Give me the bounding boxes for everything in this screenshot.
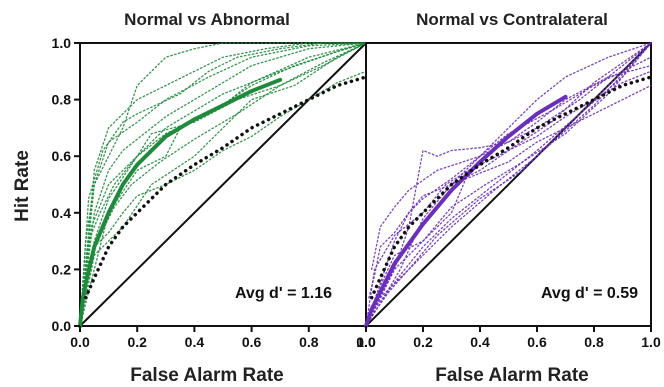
y-axis-label: Hit Rate — [12, 150, 33, 222]
chance-diagonal — [79, 42, 367, 327]
panel-normal-vs-abnormal: Normal vs Abnormal False Alarm Rate Avg … — [52, 10, 376, 386]
y-tick-label: 0.8 — [52, 92, 72, 108]
y-tick-label: 0.2 — [52, 261, 72, 277]
y-tick-label: 0.4 — [52, 205, 72, 221]
average-roc-curve — [364, 94, 568, 328]
subject-roc-curve — [365, 42, 652, 327]
subject-roc-curve — [365, 42, 652, 327]
subject-roc-curve — [365, 42, 652, 327]
subject-roc-curve — [79, 42, 367, 327]
x-axis-label: False Alarm Rate — [130, 365, 283, 386]
x-tick-label: 0.0 — [70, 334, 90, 350]
subject-roc-curve — [365, 64, 652, 327]
x-tick-label: 0.2 — [127, 334, 147, 350]
subject-roc-curve — [371, 56, 652, 271]
y-tick-label: 0.0 — [52, 318, 72, 334]
x-tick-label: 0.2 — [413, 334, 433, 350]
x-tick-label: 0.8 — [299, 334, 319, 350]
d-prime-annotation: Avg d' = 1.16 — [235, 285, 332, 302]
subject-roc-curve — [79, 42, 367, 327]
reference-roc-curve — [83, 75, 368, 300]
x-tick-label: 0.4 — [185, 334, 205, 350]
x-axis-label: False Alarm Rate — [435, 365, 588, 386]
subject-roc-curve — [79, 42, 367, 327]
x-tick-label: 1.0 — [641, 334, 661, 350]
subject-roc-curve — [79, 42, 367, 327]
x-tick-label: 0.8 — [584, 334, 604, 350]
subject-roc-curve — [79, 42, 367, 327]
subject-roc-curve — [79, 42, 367, 327]
d-prime-annotation: Avg d' = 0.59 — [541, 285, 638, 302]
x-tick-label: 0.6 — [527, 334, 547, 350]
x-tick-label: 0.6 — [242, 334, 262, 350]
y-tick-label: 1.0 — [52, 35, 72, 51]
plot-frame — [365, 42, 652, 327]
x-tick-label: 0.4 — [470, 334, 490, 350]
y-tick-label: 0.6 — [52, 148, 72, 164]
panel-title: Normal vs Abnormal — [124, 10, 290, 29]
reference-roc-curve — [369, 75, 653, 300]
x-tick-label: 0.0 — [356, 334, 376, 350]
average-roc-curve — [78, 77, 283, 328]
panel-title: Normal vs Contralateral — [416, 10, 608, 29]
subject-roc-curve — [365, 42, 652, 327]
panel-normal-vs-contralateral: Normal vs Contralateral False Alarm Rate… — [356, 10, 661, 386]
x-tick-label: 1.0 — [356, 334, 376, 350]
subject-roc-curve — [368, 70, 652, 299]
subject-roc-curve — [79, 42, 367, 327]
